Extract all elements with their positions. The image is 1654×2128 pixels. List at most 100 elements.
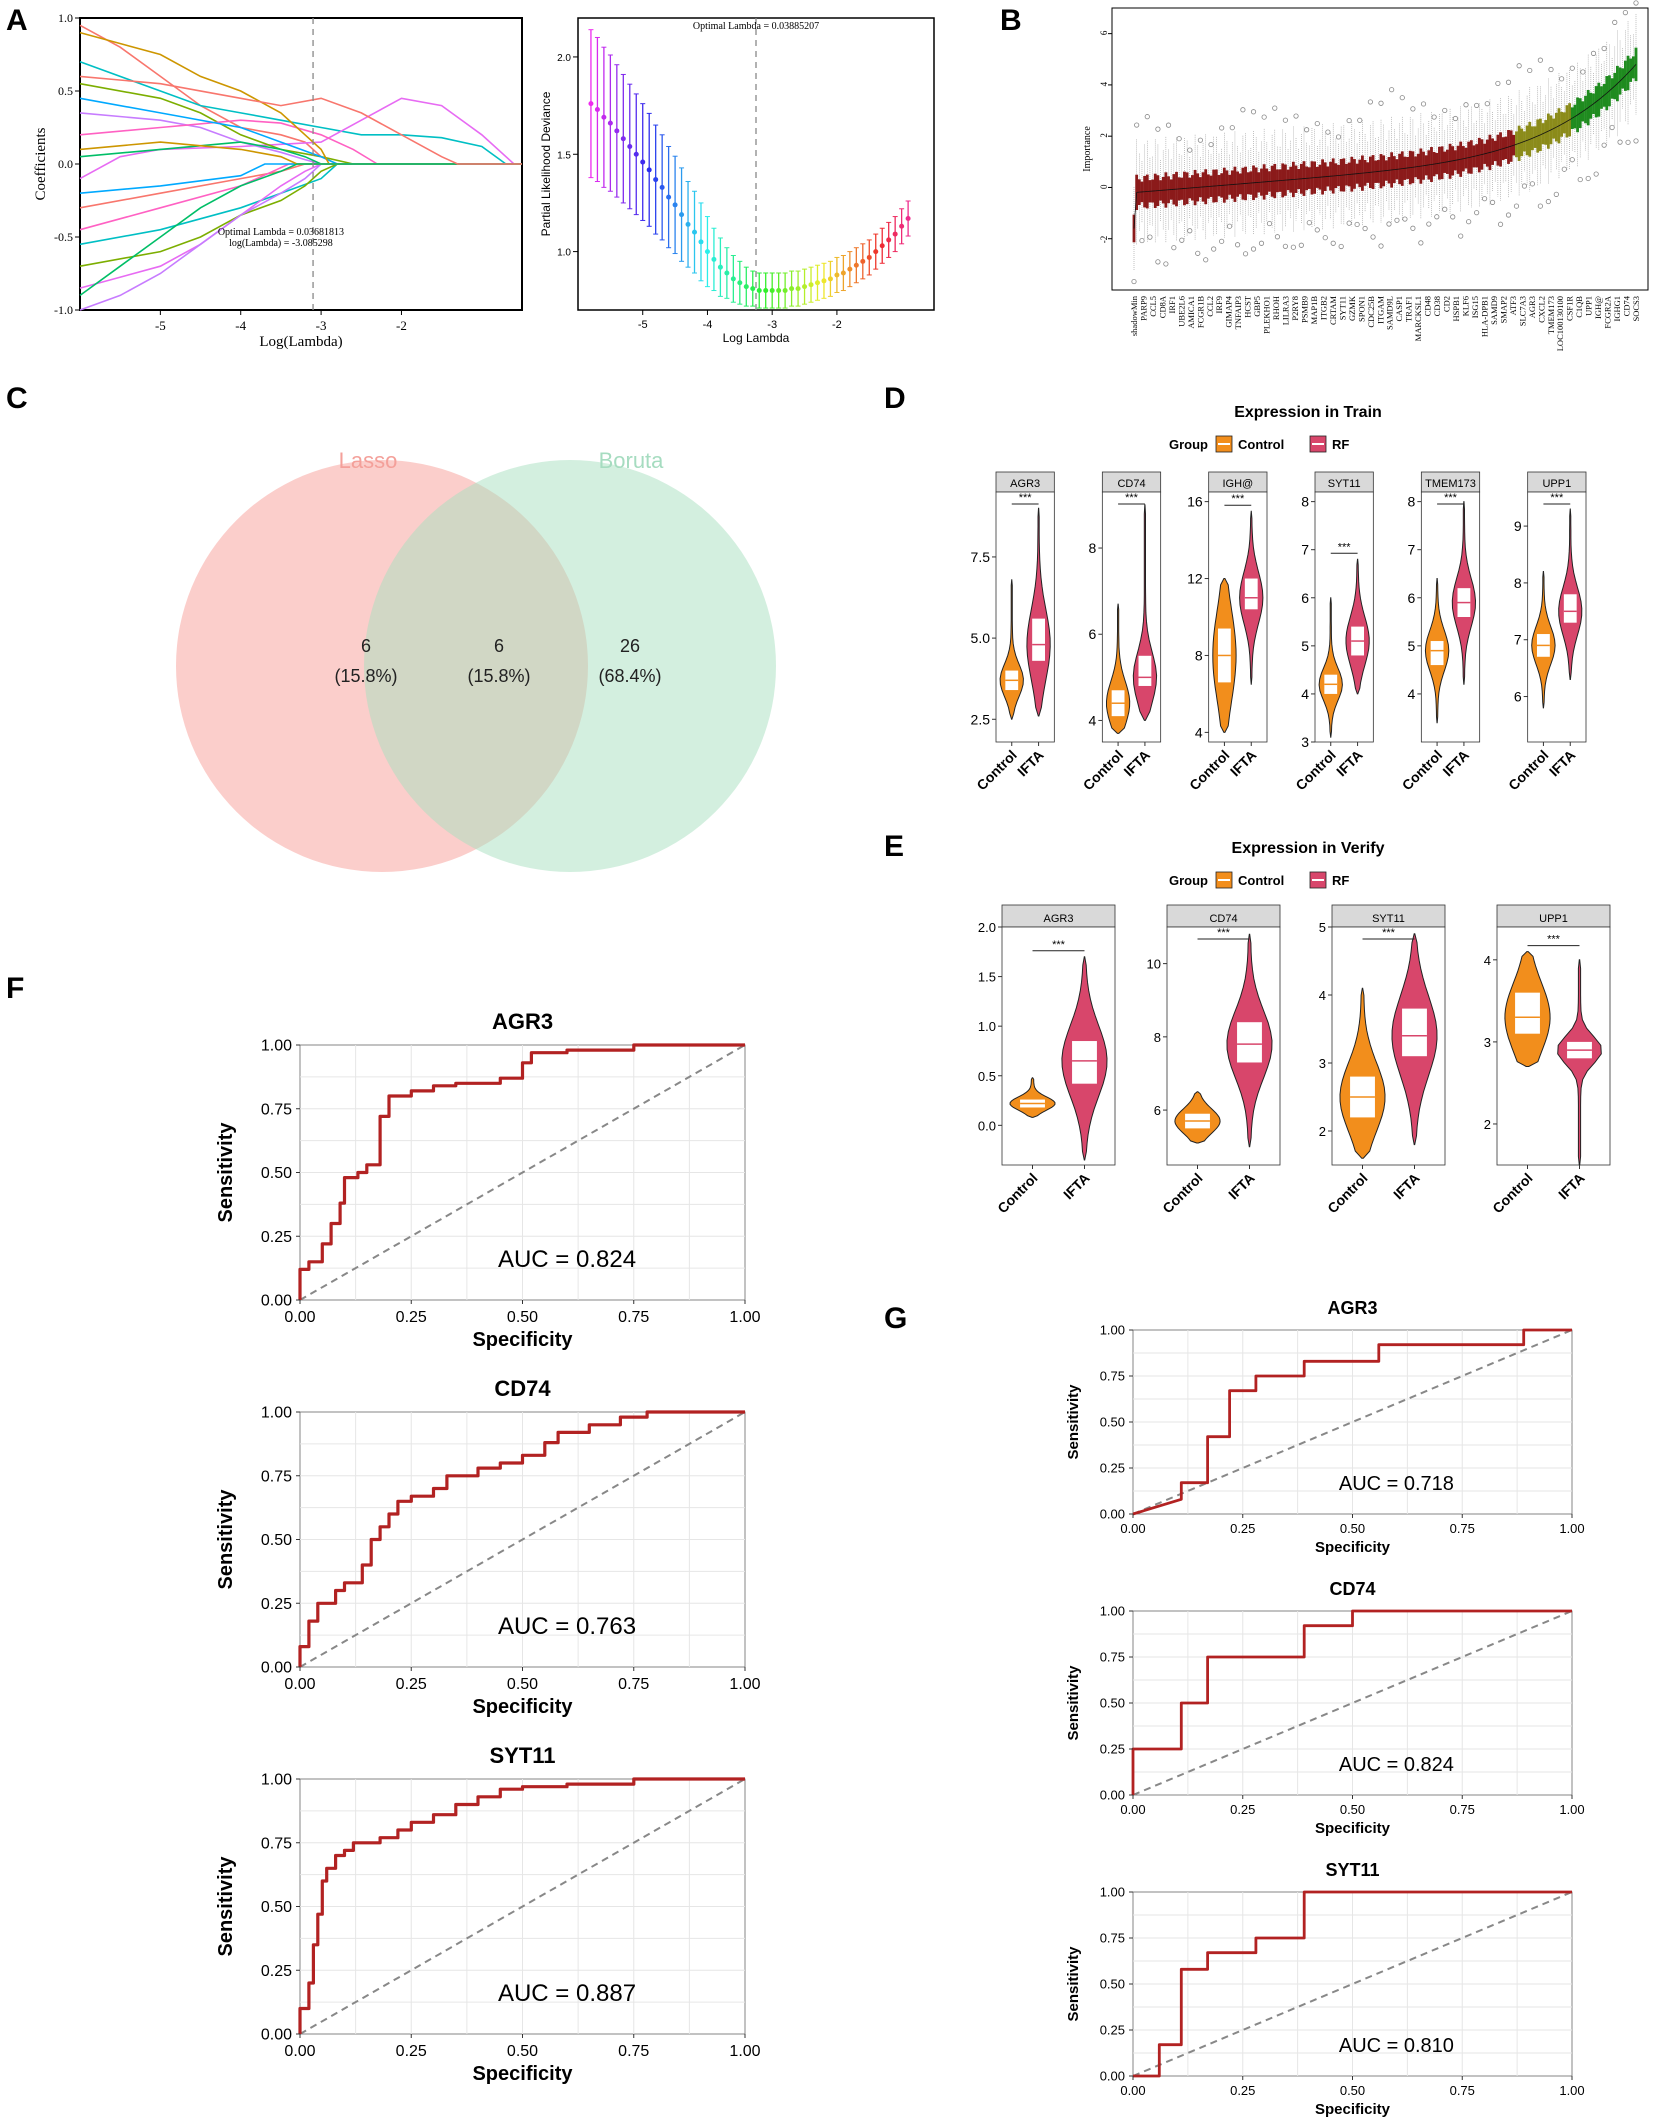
y-tick-label: -1.0: [54, 303, 73, 317]
outlier-point: [1601, 142, 1607, 148]
x-tick-label: Control: [1292, 747, 1339, 794]
median-trend: [1529, 137, 1533, 140]
panel-title: Expression in Verify: [1232, 840, 1385, 857]
y-tick-label: 1.00: [1100, 1885, 1125, 1900]
outlier-point: [1314, 120, 1320, 127]
x-tick-label: 0.00: [1120, 1521, 1145, 1536]
outlier-point: [1617, 139, 1623, 145]
panel-title: Expression in Train: [1234, 404, 1382, 421]
y-tick-label: 2.0: [557, 53, 571, 64]
outlier-point: [1495, 80, 1501, 87]
median-trend: [1585, 107, 1589, 110]
deviance-point: [886, 237, 892, 243]
median-trend: [1481, 153, 1485, 155]
outlier-point: [1420, 101, 1427, 107]
y-tick-label: 0.25: [261, 1596, 292, 1613]
outlier-point: [1362, 225, 1368, 232]
deviance-point: [763, 288, 769, 294]
feature-label: shadowMin: [1129, 295, 1139, 336]
reference-diagonal: [1132, 1329, 1573, 1515]
median-trend: [1508, 145, 1512, 148]
annotation-log-lambda: log(Lambda) = -3.085298: [229, 238, 333, 249]
median-trend: [1619, 78, 1623, 82]
x-tick-label: -5: [638, 319, 648, 331]
deviance-point: [789, 286, 795, 292]
outlier-point: [1559, 76, 1565, 82]
roc-curve: [298, 1777, 745, 2034]
roc-curve: [1132, 1328, 1572, 1516]
outlier-point: [1179, 237, 1185, 243]
outlier-point: [1325, 129, 1331, 135]
outlier-point: [1633, 0, 1639, 6]
feature-label: HLA-DPB1: [1479, 296, 1489, 337]
deviance-point: [899, 223, 905, 229]
outlier-point: [1442, 107, 1448, 114]
significance-label: ***: [1338, 541, 1352, 553]
x-tick-label: 0.00: [284, 1676, 315, 1693]
reference-diagonal: [1132, 1610, 1573, 1796]
outlier-point: [1466, 219, 1472, 225]
deviance-point: [821, 278, 827, 284]
feature-label: KLF6: [1461, 296, 1471, 316]
deviance-point: [873, 249, 879, 255]
outlier-point: [1489, 199, 1496, 205]
median-trend: [1564, 120, 1568, 124]
outlier-point: [1165, 122, 1172, 128]
venn-circle-boruta: [364, 460, 776, 872]
y-tick-label: 1.0: [58, 11, 73, 25]
deviance-point: [646, 167, 652, 173]
feature-label: SLC7A3: [1517, 296, 1527, 326]
x-tick-label: 0.25: [396, 1309, 427, 1326]
feature-label: SAMD9L: [1385, 296, 1395, 330]
median-trend: [1603, 92, 1608, 96]
x-tick-label: 0.25: [1230, 2083, 1255, 2098]
y-tick-label: 2: [1484, 1117, 1491, 1132]
feature-label: ATF3: [1508, 296, 1518, 315]
y-tick-label: 1.00: [261, 1405, 292, 1422]
feature-label: MARCKSL1: [1413, 296, 1423, 341]
median-trend: [1579, 111, 1584, 114]
y-tick-label: 7: [1301, 542, 1309, 558]
y-tick-label: 0.00: [1100, 2069, 1125, 2084]
feature-label: CASP1: [1394, 296, 1404, 322]
y-tick-label: 0.00: [261, 1660, 292, 1677]
outlier-point: [1258, 240, 1265, 246]
outlier-point: [1484, 101, 1490, 107]
auc-label: AUC = 0.887: [498, 1980, 636, 2007]
outlier-point: [1418, 240, 1424, 246]
roc-title: AGR3: [492, 1009, 553, 1034]
deviance-point: [743, 284, 749, 290]
outlier-point: [1357, 117, 1363, 123]
feature-label: P2RY8: [1290, 296, 1300, 321]
median-trend: [1566, 119, 1570, 122]
outlier-point: [1442, 206, 1448, 212]
feature-label: PARP9: [1138, 296, 1148, 321]
feature-label: CXCL2: [1536, 296, 1546, 323]
y-tick-label: 1.0: [978, 1019, 996, 1034]
outlier-point: [1474, 102, 1480, 109]
outlier-point: [1378, 100, 1384, 106]
deviance-point: [685, 221, 691, 227]
violin-control: [1318, 597, 1343, 738]
median-trend: [1550, 128, 1554, 131]
outlier-point: [1227, 223, 1233, 229]
outlier-point: [1290, 244, 1296, 250]
roc-title: SYT11: [1325, 1860, 1379, 1880]
deviance-point: [756, 288, 762, 294]
deviance-point: [594, 106, 600, 112]
x-tick-label: -2: [396, 318, 407, 333]
feature-label: IGHG1: [1612, 296, 1622, 322]
feature-label: CRTAM: [1328, 296, 1338, 325]
median-trend: [1468, 156, 1472, 158]
x-tick-label: -4: [235, 318, 246, 333]
feature-label: SAMD9: [1489, 296, 1499, 325]
outlier-point: [1426, 221, 1432, 227]
y-tick-label: 2: [1319, 1124, 1326, 1139]
median-trend: [1524, 139, 1528, 142]
outlier-point: [1155, 259, 1161, 265]
median-trend: [1601, 95, 1605, 98]
roc-title: CD74: [494, 1376, 551, 1401]
median-trend: [1633, 64, 1637, 68]
deviance-point: [640, 159, 646, 165]
violin-verify-panel: Expression in Verify Group Control RF AGR3 0.…: [978, 840, 1611, 1216]
